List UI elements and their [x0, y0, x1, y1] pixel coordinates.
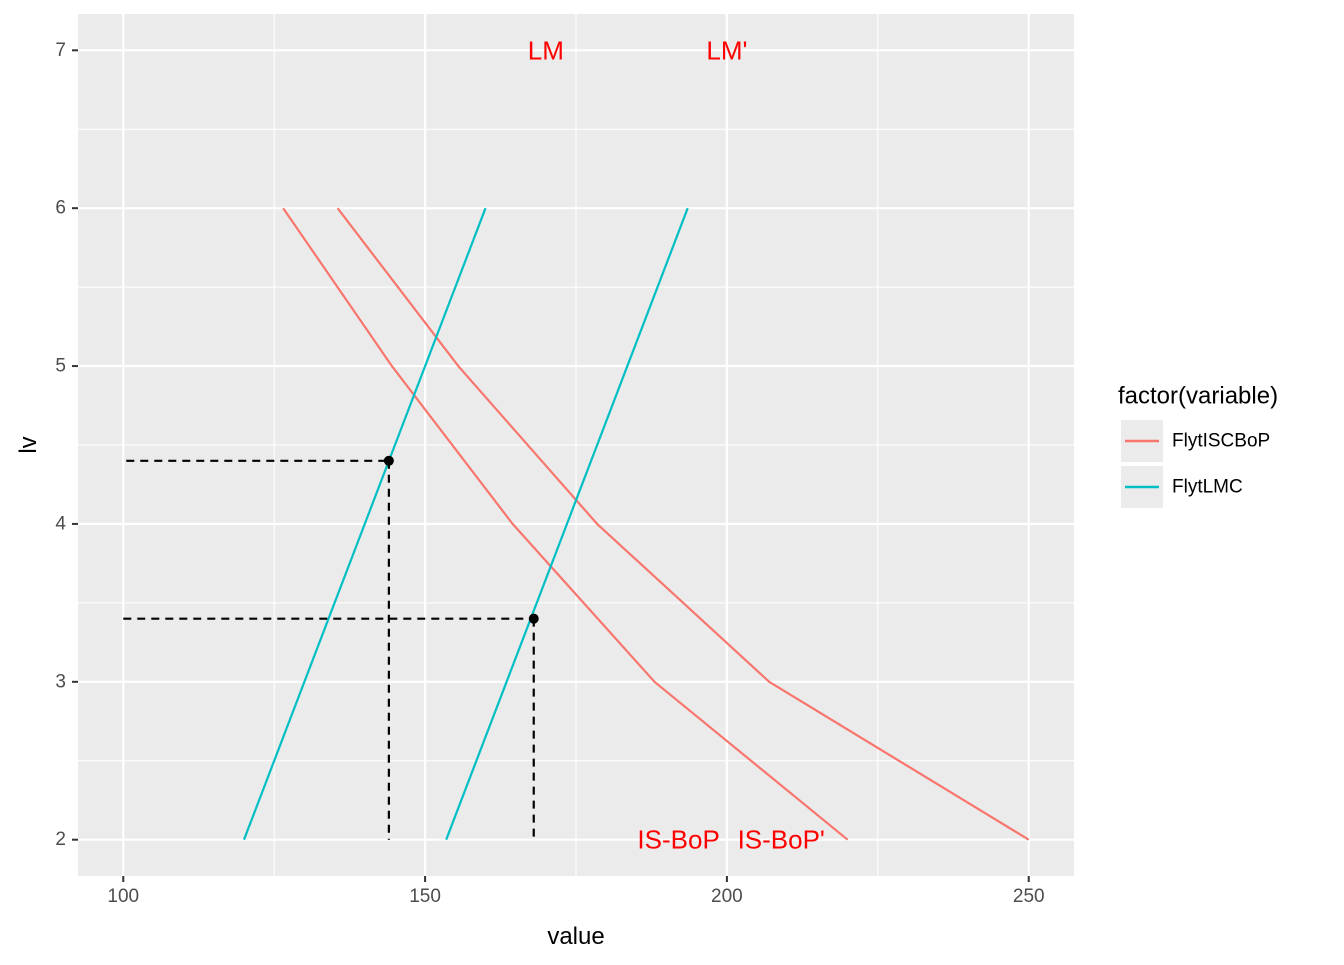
annotation-label: LM' [706, 35, 747, 65]
annotation-label: IS-BoP' [738, 825, 825, 855]
x-axis-title: value [547, 923, 604, 950]
series-line-flytiscbop [282, 207, 849, 841]
legend-entry-label: FlytISCBoP [1172, 431, 1270, 452]
x-tick-label: 100 [107, 886, 139, 907]
y-tick-label: 4 [55, 513, 66, 534]
x-tick-label: 250 [1013, 886, 1045, 907]
x-tick-label: 150 [409, 886, 441, 907]
y-tick-label: 6 [55, 198, 66, 219]
legend-title: factor(variable) [1118, 383, 1278, 410]
y-tick-label: 3 [55, 671, 66, 692]
y-tick-label: 7 [55, 40, 66, 61]
y-axis-title: lv [15, 436, 42, 453]
y-tick-label: 2 [55, 829, 66, 850]
series-line-flytiscbop [336, 207, 1030, 841]
equilibrium-point [528, 613, 539, 624]
x-tick-label: 200 [711, 886, 743, 907]
equilibrium-point [383, 455, 394, 466]
annotation-label: IS-BoP [637, 825, 719, 855]
series-line-flytlmc [445, 207, 689, 841]
y-tick-label: 5 [55, 356, 66, 377]
annotation-label: LM [528, 35, 564, 65]
series-line-flytlmc [242, 207, 487, 841]
legend-entry-label: FlytLMC [1172, 477, 1243, 498]
